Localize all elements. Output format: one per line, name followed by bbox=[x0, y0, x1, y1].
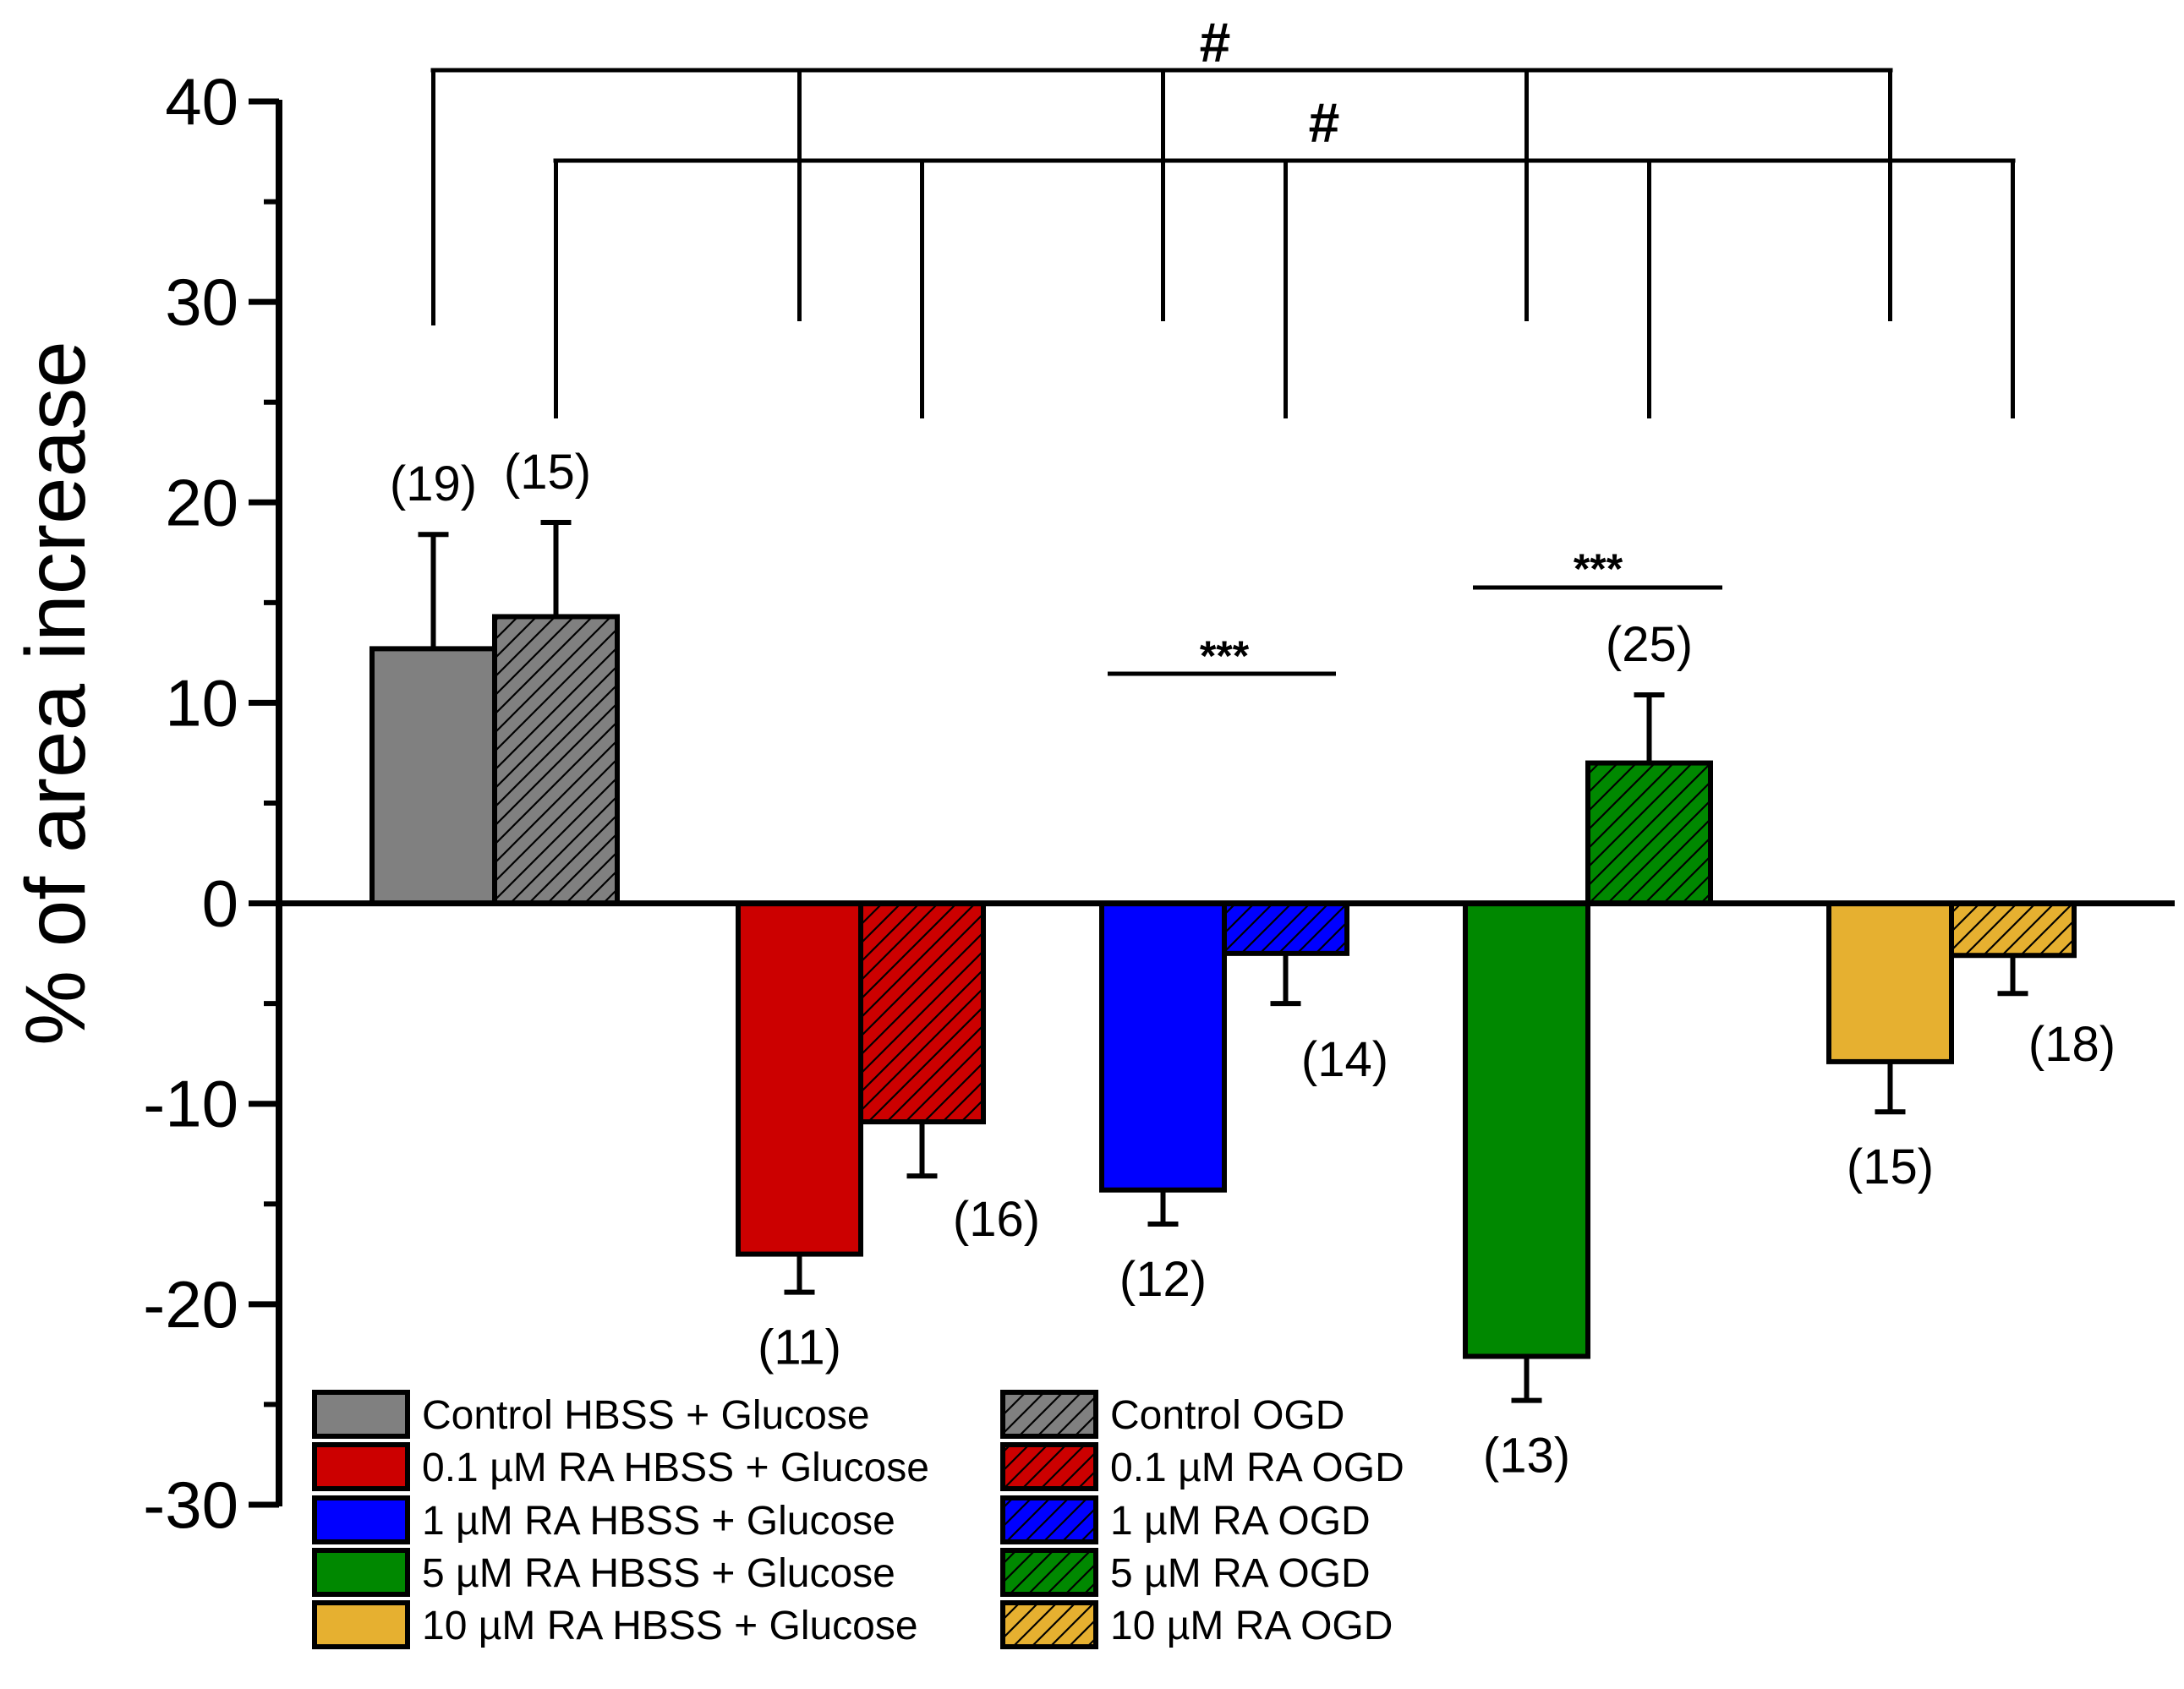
legend-swatch bbox=[1000, 1548, 1098, 1597]
bar-ogd-4 bbox=[1949, 900, 2077, 959]
legend-swatch bbox=[1000, 1442, 1098, 1491]
stars-5um: *** bbox=[1574, 545, 1623, 593]
significance-brackets: # # *** *** bbox=[430, 11, 2016, 680]
n-label: (11) bbox=[758, 1320, 841, 1375]
y-tick-label: 10 bbox=[165, 665, 238, 740]
bar-ogd-3 bbox=[1585, 760, 1713, 906]
n-labels: (19) (11) (12) (13) (15) (15) (16) (14) (25) (18) bbox=[390, 445, 2116, 1484]
n-label: (13) bbox=[1483, 1429, 1570, 1484]
bars bbox=[369, 520, 2077, 1403]
bar-hbss-3 bbox=[1463, 900, 1590, 1359]
legend-entry: 0.1 µM RA HBSS + Glucose bbox=[422, 1446, 929, 1490]
y-tick-label: 20 bbox=[165, 465, 238, 539]
legend-swatch bbox=[312, 1442, 410, 1491]
legend-entry: Control OGD bbox=[1110, 1393, 1344, 1438]
legend-entry: 5 µM RA OGD bbox=[1110, 1551, 1371, 1596]
bar-hbss-4 bbox=[1826, 900, 1954, 1064]
y-axis: 40 30 20 10 0 -10 -20 -30 % of area increase bbox=[8, 64, 2175, 1542]
legend-entry: 10 µM RA OGD bbox=[1110, 1604, 1393, 1648]
legend-swatch bbox=[1000, 1390, 1098, 1439]
y-tick-label: 30 bbox=[165, 265, 238, 339]
legend-swatch bbox=[1000, 1600, 1098, 1649]
bar-ogd-2 bbox=[1222, 900, 1349, 956]
n-label: (12) bbox=[1119, 1252, 1207, 1307]
n-label: (15) bbox=[504, 445, 591, 500]
legend-entry: 5 µM RA HBSS + Glucose bbox=[422, 1551, 895, 1596]
y-axis-title: % of area increase bbox=[8, 341, 103, 1046]
stars-1um: *** bbox=[1200, 632, 1250, 680]
legend-swatch bbox=[312, 1548, 410, 1597]
n-label: (14) bbox=[1301, 1032, 1388, 1087]
bar-ogd-0 bbox=[492, 614, 620, 906]
y-tick-label: 0 bbox=[202, 866, 238, 941]
hash-mark-ogd: # bbox=[1309, 91, 1340, 154]
n-label: (16) bbox=[953, 1192, 1040, 1247]
bar-hbss-0 bbox=[369, 646, 497, 906]
n-label: (15) bbox=[1847, 1140, 1934, 1194]
legend-entry: 0.1 µM RA OGD bbox=[1110, 1446, 1404, 1490]
legend-swatch bbox=[1000, 1495, 1098, 1544]
legend-entry: 1 µM RA HBSS + Glucose bbox=[422, 1499, 895, 1544]
legend-swatch bbox=[312, 1495, 410, 1544]
y-tick-label: -30 bbox=[143, 1468, 238, 1542]
legend-entry: 10 µM RA HBSS + Glucose bbox=[422, 1604, 918, 1648]
hash-mark-hbss: # bbox=[1200, 11, 1231, 74]
legend-swatch bbox=[312, 1600, 410, 1649]
y-tick-label: 40 bbox=[165, 64, 238, 139]
bar-hbss-2 bbox=[1099, 900, 1227, 1193]
bar-ogd-1 bbox=[858, 900, 986, 1125]
n-label: (25) bbox=[1606, 617, 1693, 672]
legend-entry: Control HBSS + Glucose bbox=[422, 1393, 870, 1438]
legend: Control HBSS + Glucose 0.1 µM RA HBSS + G… bbox=[312, 1390, 1404, 1649]
n-label: (18) bbox=[2028, 1017, 2116, 1072]
legend-swatch bbox=[312, 1390, 410, 1439]
n-label: (19) bbox=[390, 456, 477, 511]
bar-hbss-1 bbox=[736, 900, 863, 1257]
y-tick-label: -20 bbox=[143, 1267, 238, 1342]
y-tick-label: -10 bbox=[143, 1067, 238, 1141]
legend-entry: 1 µM RA OGD bbox=[1110, 1499, 1371, 1544]
